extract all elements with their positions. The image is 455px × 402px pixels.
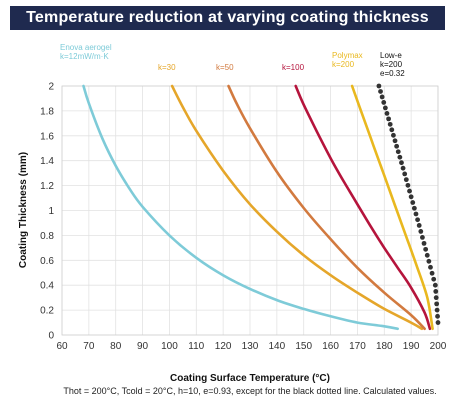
series-line-k-100 <box>294 84 432 331</box>
y-tick-label: 1.8 <box>40 106 54 117</box>
series-label: k=30 <box>158 63 176 72</box>
low-e-dot <box>378 89 383 94</box>
y-tick-label: 1.6 <box>40 131 54 142</box>
grid <box>61 85 439 336</box>
footnote: Thot = 200°C, Tcold = 20°C, h=10, e=0.93… <box>63 386 436 396</box>
low-e-dot <box>423 246 429 252</box>
y-tick-label: 0.6 <box>40 256 54 267</box>
y-tick-label: 1 <box>48 206 54 217</box>
x-tick-label: 80 <box>110 341 122 352</box>
x-tick-label: 150 <box>295 341 312 352</box>
low-e-dot <box>418 229 424 234</box>
x-axis-title: Coating Surface Temperature (°C) <box>170 373 330 384</box>
low-e-dot <box>434 307 440 313</box>
y-tick-label: 1.2 <box>40 181 54 192</box>
low-e-dot <box>382 105 388 111</box>
low-e-dot <box>405 182 411 188</box>
series-line-polymax <box>350 84 434 331</box>
low-e-dot <box>397 154 403 160</box>
x-tick-label: 140 <box>269 341 286 352</box>
series-label: e=0.32 <box>380 69 405 78</box>
x-tick-label: 190 <box>403 341 420 352</box>
low-e-dot <box>435 320 441 325</box>
x-tick-label: 110 <box>188 341 204 352</box>
low-e-dot <box>408 194 414 200</box>
series-label: Polymax <box>332 51 363 60</box>
series-label: k=100 <box>282 63 305 72</box>
low-e-dot <box>379 94 385 100</box>
series-line-enova-aerogel <box>82 84 399 331</box>
series-line-k-50 <box>227 84 426 331</box>
x-tick-label: 160 <box>322 341 339 352</box>
low-e-dot <box>403 177 409 183</box>
low-e-dot <box>381 100 387 105</box>
low-e-dot <box>415 217 420 223</box>
low-e-dot <box>387 121 393 127</box>
y-tick-label: 0.8 <box>40 231 54 242</box>
low-e-dot <box>392 138 398 144</box>
chart-title: Temperature reduction at varying coating… <box>10 6 445 30</box>
low-e-dot <box>411 205 417 211</box>
low-e-dot <box>416 223 422 228</box>
series-line-k-30 <box>170 84 424 331</box>
x-tick-label: 200 <box>430 341 447 352</box>
low-e-dot <box>433 289 439 294</box>
low-e-dot <box>424 252 430 258</box>
low-e-dot <box>429 270 435 276</box>
y-tick-label: 0.4 <box>40 281 54 292</box>
low-e-dot <box>428 264 433 270</box>
axes: 60 70 80 90 100 110 120 130 140 150 160 170 180 190 20… <box>40 82 447 353</box>
low-e-dot <box>426 258 432 264</box>
low-e-dot <box>386 116 391 122</box>
series-label: k=12mW/m·K <box>60 52 109 61</box>
x-tick-label: 170 <box>349 341 366 352</box>
y-tick-label: 1.4 <box>40 156 54 167</box>
low-e-dot <box>395 149 401 155</box>
y-tick-label: 2 <box>48 82 54 93</box>
low-e-dot <box>391 132 396 138</box>
low-e-dot <box>413 211 419 217</box>
low-e-dot <box>433 295 439 301</box>
x-tick-label: 90 <box>137 341 149 352</box>
low-e-dot <box>402 171 408 177</box>
low-e-dot <box>389 127 395 133</box>
low-e-dot <box>394 143 400 149</box>
series-label: k=200 <box>332 60 355 69</box>
low-e-dot <box>376 83 382 89</box>
low-e-dot <box>407 188 412 194</box>
low-e-dot <box>435 313 440 319</box>
y-axis-title: Coating Thickness (mm) <box>18 152 29 268</box>
series-label: k=50 <box>216 63 234 72</box>
low-e-dot <box>431 276 437 282</box>
series-label: Low-e <box>380 51 402 60</box>
low-e-dot <box>384 110 390 116</box>
x-tick-label: 130 <box>242 341 259 352</box>
low-e-dot <box>420 234 425 240</box>
x-tick-label: 60 <box>56 341 68 352</box>
x-tick-label: 70 <box>83 341 95 352</box>
low-e-dot <box>432 282 438 288</box>
series-lines <box>82 83 441 331</box>
series-label: Enova aerogel <box>60 43 112 52</box>
low-e-dot <box>434 301 440 307</box>
low-e-dot <box>399 160 404 166</box>
low-e-dot <box>421 240 427 246</box>
low-e-dot <box>410 200 416 205</box>
y-tick-label: 0.2 <box>40 306 54 317</box>
x-tick-label: 100 <box>161 341 178 352</box>
x-tick-label: 180 <box>376 341 393 352</box>
series-label: k=200 <box>380 60 403 69</box>
x-tick-label: 120 <box>215 341 232 352</box>
low-e-dot <box>400 165 406 171</box>
plot-frame <box>61 85 439 336</box>
y-tick-label: 0 <box>48 331 54 342</box>
